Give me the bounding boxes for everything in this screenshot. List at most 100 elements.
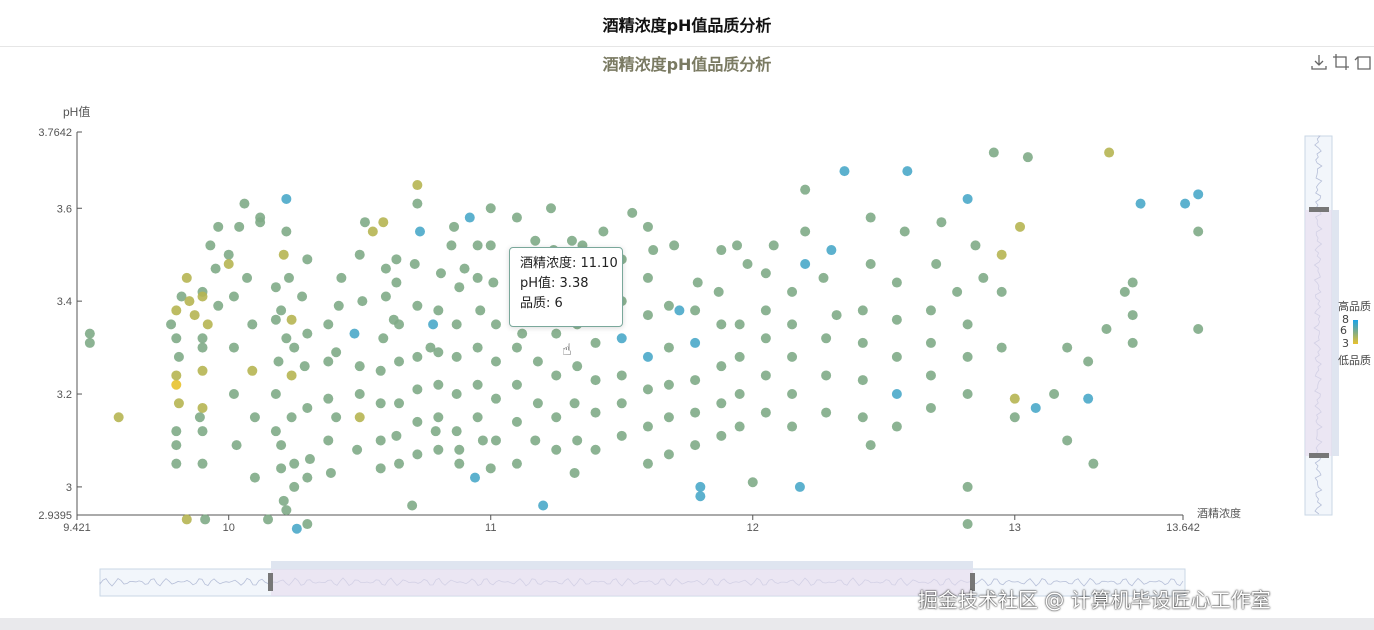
data-point[interactable]	[336, 272, 347, 283]
data-point[interactable]	[517, 328, 528, 339]
data-point[interactable]	[787, 319, 798, 330]
data-point[interactable]	[569, 467, 580, 478]
data-point[interactable]	[184, 296, 195, 307]
data-point[interactable]	[642, 221, 653, 232]
data-point[interactable]	[173, 351, 184, 362]
data-point[interactable]	[375, 435, 386, 446]
data-point[interactable]	[354, 389, 365, 400]
data-point[interactable]	[800, 258, 811, 269]
data-point[interactable]	[228, 389, 239, 400]
data-point[interactable]	[831, 310, 842, 321]
data-point[interactable]	[800, 184, 811, 195]
data-point[interactable]	[391, 430, 402, 441]
data-point[interactable]	[511, 212, 522, 223]
data-point[interactable]	[302, 328, 313, 339]
data-point[interactable]	[716, 361, 727, 372]
data-point[interactable]	[962, 519, 973, 530]
data-point[interactable]	[323, 393, 334, 404]
visual-map[interactable]	[1304, 135, 1358, 516]
data-point[interactable]	[304, 454, 315, 465]
data-point[interactable]	[1088, 458, 1099, 469]
data-point[interactable]	[255, 212, 266, 223]
data-point[interactable]	[760, 407, 771, 418]
data-point[interactable]	[590, 444, 601, 455]
data-point[interactable]	[289, 342, 300, 353]
data-point[interactable]	[84, 337, 95, 348]
data-point[interactable]	[197, 333, 208, 344]
data-point[interactable]	[276, 463, 287, 474]
data-point[interactable]	[270, 282, 281, 293]
data-point[interactable]	[281, 193, 292, 204]
data-point[interactable]	[171, 458, 182, 469]
data-point[interactable]	[1193, 324, 1204, 335]
data-point[interactable]	[449, 221, 460, 232]
data-point[interactable]	[283, 272, 294, 283]
data-point[interactable]	[181, 272, 192, 283]
data-point[interactable]	[394, 398, 405, 409]
data-point[interactable]	[663, 300, 674, 311]
data-point[interactable]	[433, 305, 444, 316]
data-point[interactable]	[472, 379, 483, 390]
data-point[interactable]	[197, 342, 208, 353]
data-point[interactable]	[734, 351, 745, 362]
data-point[interactable]	[551, 444, 562, 455]
data-point[interactable]	[642, 351, 653, 362]
data-point[interactable]	[734, 319, 745, 330]
data-point[interactable]	[323, 356, 334, 367]
data-point[interactable]	[551, 412, 562, 423]
data-point[interactable]	[1009, 393, 1020, 404]
data-point[interactable]	[590, 337, 601, 348]
data-point[interactable]	[821, 370, 832, 381]
data-point[interactable]	[171, 370, 182, 381]
data-point[interactable]	[380, 291, 391, 302]
data-point[interactable]	[281, 505, 292, 516]
data-point[interactable]	[787, 389, 798, 400]
data-point[interactable]	[171, 305, 182, 316]
data-point[interactable]	[171, 379, 182, 390]
data-point[interactable]	[511, 379, 522, 390]
data-point[interactable]	[289, 481, 300, 492]
data-point[interactable]	[902, 166, 913, 177]
data-point[interactable]	[530, 235, 541, 246]
data-point[interactable]	[598, 226, 609, 237]
data-point[interactable]	[200, 514, 211, 525]
data-point[interactable]	[181, 514, 192, 525]
data-point[interactable]	[747, 477, 758, 488]
data-point[interactable]	[375, 365, 386, 376]
visual-map-handle-bottom[interactable]	[1309, 453, 1329, 458]
data-point[interactable]	[270, 389, 281, 400]
data-point[interactable]	[616, 398, 627, 409]
data-point[interactable]	[713, 286, 724, 297]
data-point[interactable]	[485, 240, 496, 251]
data-point[interactable]	[826, 245, 837, 256]
data-point[interactable]	[936, 217, 947, 228]
data-point[interactable]	[435, 268, 446, 279]
data-point[interactable]	[299, 361, 310, 372]
data-point[interactable]	[331, 412, 342, 423]
data-point[interactable]	[263, 514, 274, 525]
data-point[interactable]	[1135, 198, 1146, 209]
data-point[interactable]	[433, 444, 444, 455]
data-point[interactable]	[391, 254, 402, 265]
data-point[interactable]	[865, 440, 876, 451]
data-point[interactable]	[291, 523, 302, 534]
data-point[interactable]	[962, 351, 973, 362]
data-point[interactable]	[278, 495, 289, 506]
data-point[interactable]	[742, 258, 753, 269]
data-point[interactable]	[962, 481, 973, 492]
data-point[interactable]	[197, 458, 208, 469]
data-point[interactable]	[857, 305, 868, 316]
data-point[interactable]	[412, 449, 423, 460]
data-point[interactable]	[197, 365, 208, 376]
data-point[interactable]	[690, 337, 701, 348]
data-point[interactable]	[891, 314, 902, 325]
data-point[interactable]	[642, 421, 653, 432]
data-point[interactable]	[616, 430, 627, 441]
data-point[interactable]	[472, 240, 483, 251]
data-point[interactable]	[278, 249, 289, 260]
data-point[interactable]	[590, 407, 601, 418]
data-point[interactable]	[388, 314, 399, 325]
data-point[interactable]	[839, 166, 850, 177]
data-point[interactable]	[648, 245, 659, 256]
